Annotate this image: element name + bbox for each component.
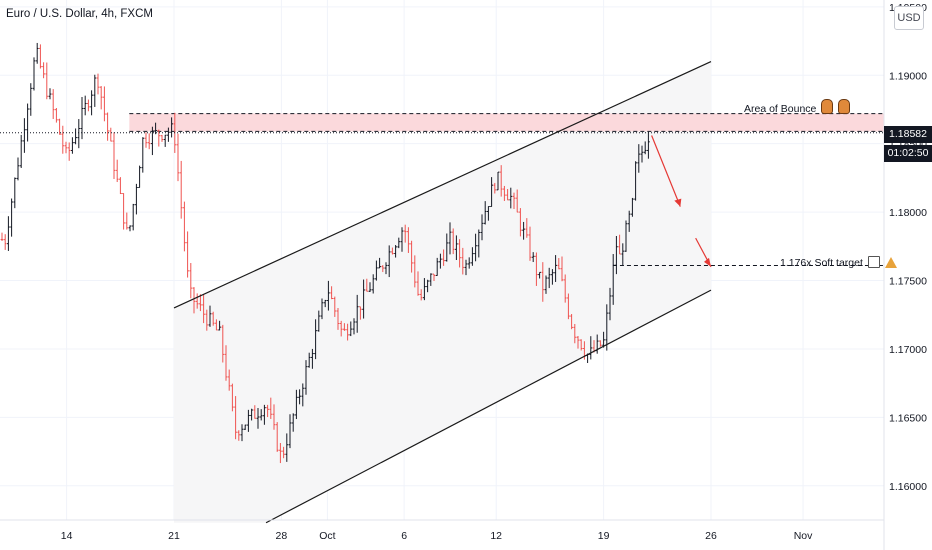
price-tick-label: 1.19000 bbox=[889, 70, 927, 82]
projection-line-1 bbox=[651, 135, 681, 207]
projection-arrowhead-1 bbox=[674, 198, 682, 207]
time-tick-label: 19 bbox=[598, 530, 610, 542]
thumb-icon bbox=[821, 99, 834, 114]
countdown-tag: 01:02:50 bbox=[884, 145, 932, 162]
bar-chart-icon bbox=[867, 256, 880, 268]
last-price-tag: 1.18582 bbox=[884, 126, 932, 143]
currency-badge[interactable]: USD bbox=[894, 6, 924, 30]
channel-fill bbox=[174, 61, 711, 523]
price-tick-label: 1.17000 bbox=[889, 344, 927, 356]
time-tick-label: Oct bbox=[319, 530, 335, 542]
price-tick-label: 1.18000 bbox=[889, 207, 927, 219]
bounce-label: Area of Bounce bbox=[744, 103, 817, 115]
bounce-zone bbox=[129, 113, 885, 132]
target-annotation[interactable]: 1.176x Soft target bbox=[780, 256, 897, 269]
drawings bbox=[0, 61, 884, 524]
channel-lower-line bbox=[265, 289, 712, 524]
bounce-zone-fill bbox=[129, 113, 885, 132]
bounce-annotation[interactable]: Area of Bounce bbox=[744, 99, 851, 115]
time-tick-label: 26 bbox=[705, 530, 717, 542]
time-axis[interactable]: 14 21 28 Oct 6 12 19 26 Nov bbox=[61, 530, 813, 542]
price-axis[interactable]: 1.160001.165001.170001.175001.180001.185… bbox=[889, 2, 927, 493]
channel-upper-line bbox=[173, 61, 712, 309]
time-tick-label: 28 bbox=[276, 530, 288, 542]
time-tick-label: Nov bbox=[794, 530, 813, 542]
time-tick-label: 21 bbox=[168, 530, 180, 542]
time-tick-label: 14 bbox=[61, 530, 73, 542]
price-tick-label: 1.16500 bbox=[889, 412, 927, 424]
time-tick-label: 12 bbox=[490, 530, 502, 542]
projection-arrowhead-2 bbox=[704, 257, 711, 267]
time-tick-label: 6 bbox=[401, 530, 407, 542]
thumb-icon bbox=[838, 99, 851, 114]
candles bbox=[0, 42, 650, 464]
price-tick-label: 1.16000 bbox=[889, 481, 927, 493]
target-label: 1.176x Soft target bbox=[780, 257, 863, 269]
price-tick-label: 1.17500 bbox=[889, 276, 927, 288]
warning-icon bbox=[884, 257, 897, 268]
symbol-title[interactable]: Euro / U.S. Dollar, 4h, FXCM bbox=[6, 8, 153, 20]
